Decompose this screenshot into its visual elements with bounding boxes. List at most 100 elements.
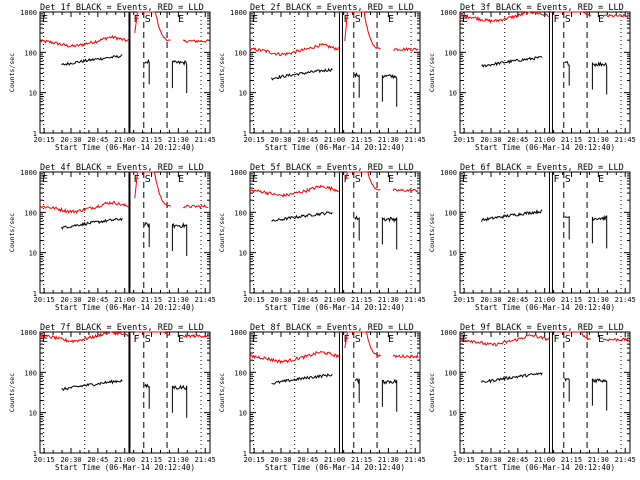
events-series-line bbox=[481, 372, 543, 384]
marker-label-e-left: E bbox=[252, 334, 258, 345]
x-tick-label: 21:30 bbox=[588, 296, 609, 304]
x-tick-label: 20:45 bbox=[507, 136, 528, 144]
x-tick-label: 20:15 bbox=[244, 456, 265, 464]
lld-series-line bbox=[39, 200, 129, 214]
panel-1: Det 1f BLACK = Events, RED = LLD 1 10 100 10… bbox=[8, 3, 216, 152]
marker-label-s: S bbox=[145, 334, 151, 345]
marker-label-e: E bbox=[598, 174, 604, 185]
x-tick-label: 20:15 bbox=[244, 296, 265, 304]
y-tick-label: 1000 bbox=[440, 169, 457, 177]
x-tick-label: 20:30 bbox=[270, 456, 291, 464]
marker-label-s: S bbox=[145, 174, 151, 185]
y-tick-label: 10 bbox=[29, 410, 37, 418]
y-tick-label: 10 bbox=[239, 410, 247, 418]
y-tick-label: 1 bbox=[33, 450, 37, 458]
marker-label-e: E bbox=[388, 334, 394, 345]
lld-series-line-tail bbox=[602, 13, 629, 18]
x-tick-label: 21:15 bbox=[141, 136, 162, 144]
y-axis-label: Counts/sec bbox=[428, 373, 436, 412]
events-segment-e bbox=[381, 73, 398, 107]
events-segment-s bbox=[144, 222, 150, 248]
events-segment-s bbox=[144, 383, 150, 409]
x-tick-label: 21:15 bbox=[351, 136, 372, 144]
x-axis-label: Start Time (06-Mar-14 20:12:40) bbox=[475, 303, 615, 312]
y-tick-label: 100 bbox=[24, 49, 37, 57]
lld-spike-line bbox=[554, 331, 591, 341]
x-tick-label: 20:45 bbox=[87, 296, 108, 304]
y-tick-label: 100 bbox=[234, 49, 247, 57]
x-tick-label: 20:45 bbox=[87, 456, 108, 464]
y-tick-label: 1 bbox=[33, 290, 37, 298]
y-tick-label: 1 bbox=[243, 130, 247, 138]
events-segment-s bbox=[564, 61, 570, 86]
x-tick-label: 21:45 bbox=[615, 296, 636, 304]
lld-series-line bbox=[249, 43, 340, 57]
x-tick-label: 21:30 bbox=[168, 296, 189, 304]
y-axis-label: Counts/sec bbox=[8, 373, 16, 412]
panel-2: Det 2f BLACK = Events, RED = LLD 1 10 100 10… bbox=[218, 3, 426, 152]
marker-label-e: E bbox=[598, 14, 604, 25]
panel-9: Det 9f BLACK = Events, RED = LLD 1 10 100 10… bbox=[428, 323, 636, 472]
marker-label-s: S bbox=[355, 174, 361, 185]
x-tick-label: 21:45 bbox=[615, 456, 636, 464]
x-tick-label: 20:30 bbox=[480, 136, 501, 144]
y-axis-label: Counts/sec bbox=[8, 53, 16, 92]
events-segment-s bbox=[354, 214, 360, 241]
y-tick-label: 100 bbox=[234, 209, 247, 217]
x-axis-label: Start Time (06-Mar-14 20:12:40) bbox=[265, 303, 405, 312]
x-tick-label: 21:00 bbox=[114, 296, 135, 304]
x-axis-label: Start Time (06-Mar-14 20:12:40) bbox=[55, 303, 195, 312]
x-tick-label: 20:45 bbox=[297, 456, 318, 464]
events-segment-s bbox=[354, 72, 360, 98]
x-axis-label: Start Time (06-Mar-14 20:12:40) bbox=[265, 143, 405, 152]
x-tick-label: 21:30 bbox=[588, 456, 609, 464]
lld-spike-line bbox=[134, 171, 172, 207]
x-tick-label: 20:30 bbox=[270, 296, 291, 304]
marker-label-e-left: E bbox=[42, 14, 48, 25]
marker-label-s: S bbox=[355, 14, 361, 25]
y-tick-label: 1 bbox=[453, 130, 457, 138]
x-tick-label: 21:00 bbox=[324, 296, 345, 304]
events-segment-e bbox=[381, 216, 398, 250]
plot-frame bbox=[249, 11, 421, 134]
y-axis-label: Counts/sec bbox=[428, 213, 436, 252]
x-tick-label: 20:45 bbox=[507, 296, 528, 304]
panel-8: Det 8f BLACK = Events, RED = LLD 1 10 100 10… bbox=[218, 323, 426, 472]
lld-series-line-tail bbox=[392, 188, 419, 193]
panel-title: Det 5f BLACK = Events, RED = LLD bbox=[250, 163, 414, 173]
marker-label-e-left: E bbox=[252, 174, 258, 185]
x-tick-label: 20:15 bbox=[34, 136, 55, 144]
marker-label-e-left: E bbox=[462, 174, 468, 185]
panel-5: Det 5f BLACK = Events, RED = LLD 1 10 100 10… bbox=[218, 163, 426, 312]
y-tick-label: 100 bbox=[24, 209, 37, 217]
events-segment-s bbox=[354, 378, 360, 403]
lld-series-line bbox=[459, 334, 550, 347]
events-series-line bbox=[481, 56, 543, 68]
marker-label-s: S bbox=[145, 14, 151, 25]
events-segment-s bbox=[564, 377, 570, 402]
marker-label-e: E bbox=[388, 14, 394, 25]
y-tick-label: 1 bbox=[33, 130, 37, 138]
plot-frame bbox=[39, 171, 211, 294]
events-segment-e bbox=[171, 60, 188, 94]
marker-label-e: E bbox=[178, 174, 184, 185]
marker-label-e-left: E bbox=[252, 14, 258, 25]
events-segment-e bbox=[591, 214, 608, 249]
events-segment-e bbox=[591, 61, 608, 95]
lld-spike-line bbox=[134, 11, 171, 42]
events-series-line bbox=[481, 209, 543, 222]
y-tick-label: 10 bbox=[239, 90, 247, 98]
y-tick-label: 1 bbox=[453, 290, 457, 298]
y-axis-label: Counts/sec bbox=[218, 213, 226, 252]
marker-label-e-left: E bbox=[462, 14, 468, 25]
events-segment-e bbox=[381, 378, 398, 412]
x-tick-label: 21:45 bbox=[405, 456, 426, 464]
y-tick-label: 1 bbox=[243, 290, 247, 298]
panel-7: Det 7f BLACK = Events, RED = LLD 1 10 100 10… bbox=[8, 323, 216, 472]
x-tick-label: 21:45 bbox=[195, 296, 216, 304]
marker-label-e: E bbox=[178, 14, 184, 25]
x-tick-label: 21:00 bbox=[324, 456, 345, 464]
panel-title: Det 6f BLACK = Events, RED = LLD bbox=[460, 163, 624, 173]
x-tick-label: 21:45 bbox=[195, 456, 216, 464]
